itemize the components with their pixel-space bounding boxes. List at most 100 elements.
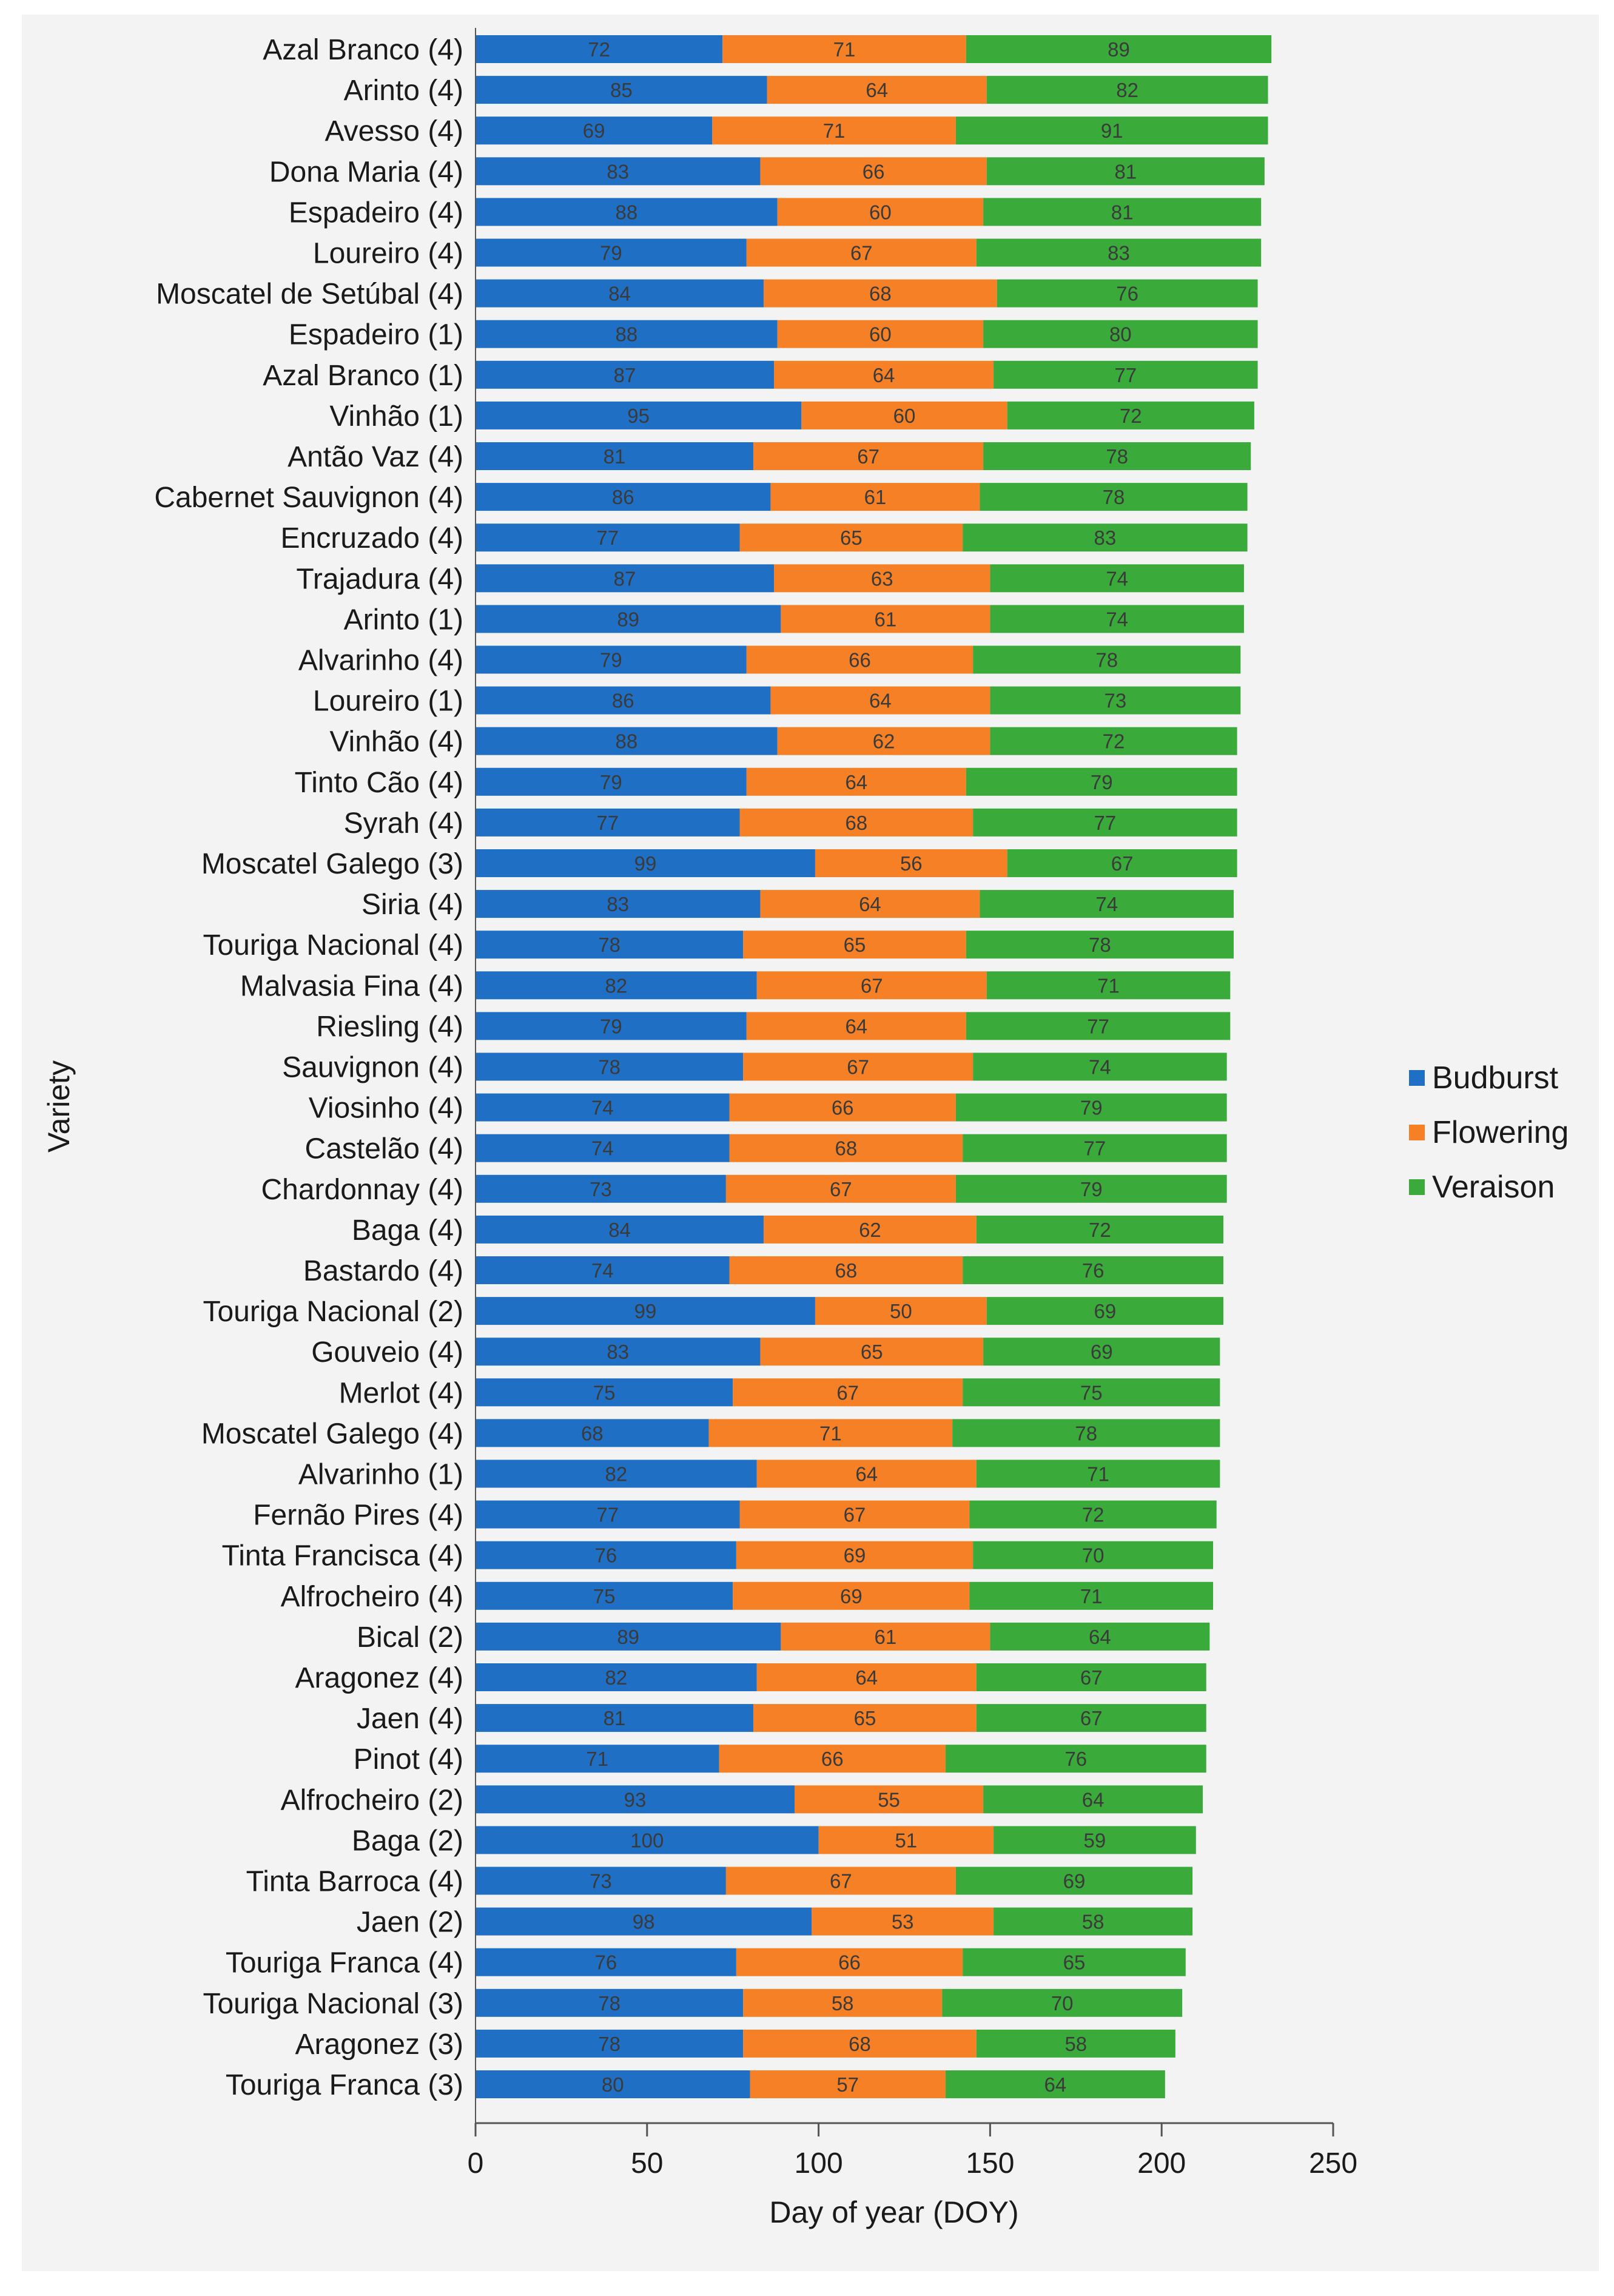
- category-label: Touriga Nacional (2): [203, 1296, 463, 1328]
- bar-segment-veraison: [973, 1052, 1227, 1081]
- data-label: 71: [833, 38, 856, 61]
- stacked-bar-chart: Variety Day of year (DOY) Azal Branco (4…: [42, 28, 1569, 2229]
- data-label: 74: [591, 1097, 614, 1119]
- bar-segment-flowering: [739, 808, 973, 837]
- bar-segment-veraison: [955, 116, 1268, 145]
- category-label: Vinhão (4): [329, 726, 463, 758]
- data-label: 58: [832, 1992, 854, 2015]
- data-label: 58: [1082, 1911, 1105, 1933]
- category-label: Touriga Nacional (4): [203, 929, 463, 961]
- bar-segment-veraison: [955, 1093, 1227, 1122]
- data-label: 71: [823, 120, 846, 142]
- data-label: 93: [624, 1788, 647, 1811]
- bar-segment-flowering: [722, 35, 966, 63]
- data-label: 83: [1094, 527, 1117, 549]
- bar-segment-budburst: [476, 1867, 726, 1895]
- data-label: 53: [892, 1911, 914, 1933]
- category-label: Trajadura (4): [296, 563, 463, 595]
- data-label: 64: [855, 1666, 878, 1689]
- data-label: 81: [604, 1707, 626, 1729]
- bar-segment-veraison: [976, 2029, 1175, 2058]
- bar-segment-budburst: [476, 1338, 761, 1366]
- category-label: Alvarinho (1): [298, 1459, 463, 1491]
- category-label: Moscatel Galego (4): [201, 1418, 463, 1450]
- bar-segment-flowering: [708, 1419, 953, 1447]
- data-label: 88: [616, 201, 638, 223]
- data-label: 83: [1108, 242, 1130, 264]
- bar-segment-flowering: [781, 605, 990, 633]
- data-label: 71: [586, 1748, 608, 1770]
- category-label: Gouveio (4): [311, 1336, 463, 1369]
- bar-segment-veraison: [994, 1826, 1196, 1854]
- data-label: 80: [1109, 323, 1132, 346]
- data-label: 91: [1101, 120, 1123, 142]
- bar-segment-budburst: [476, 1541, 736, 1569]
- bar-segment-flowering: [764, 1215, 977, 1244]
- data-label: 75: [1080, 1381, 1103, 1404]
- data-label: 75: [593, 1585, 616, 1608]
- data-label: 82: [605, 1666, 628, 1689]
- bar-segment-budburst: [476, 1052, 744, 1081]
- category-label: Siria (4): [361, 889, 463, 921]
- data-label: 64: [866, 79, 888, 101]
- x-tick-label: 150: [966, 2147, 1014, 2180]
- data-label: 86: [612, 690, 634, 712]
- category-label: Riesling (4): [316, 1011, 463, 1043]
- bar-segment-flowering: [712, 116, 956, 145]
- bar-segment-veraison: [945, 2070, 1165, 2098]
- data-label: 65: [1063, 1951, 1086, 1974]
- category-label: Moscatel Galego (3): [201, 848, 463, 880]
- bar-segment-veraison: [976, 1459, 1220, 1488]
- category-label: Alfrocheiro (4): [281, 1581, 463, 1613]
- data-label: 61: [875, 1626, 897, 1648]
- bar-segment-budburst: [476, 157, 761, 186]
- data-label: 86: [612, 486, 634, 508]
- data-label: 69: [840, 1585, 862, 1608]
- bar-segment-veraison: [986, 971, 1231, 1000]
- data-label: 73: [590, 1178, 612, 1200]
- data-label: 69: [1094, 1300, 1117, 1322]
- data-label: 83: [607, 1341, 629, 1363]
- x-axis-title: Day of year (DOY): [769, 2195, 1018, 2229]
- data-label: 66: [862, 160, 885, 183]
- bar-segment-veraison: [994, 360, 1258, 389]
- bar-segment-budburst: [476, 238, 747, 267]
- data-label: 73: [1104, 690, 1126, 712]
- bar-segment-flowering: [739, 524, 963, 552]
- data-label: 85: [610, 79, 633, 101]
- bar-segment-budburst: [476, 360, 775, 389]
- data-label: 74: [1106, 567, 1128, 590]
- data-label: 68: [845, 812, 867, 834]
- data-label: 72: [1120, 405, 1142, 427]
- data-label: 79: [1080, 1097, 1103, 1119]
- legend-label: Veraison: [1432, 1170, 1555, 1205]
- x-tick-label: 50: [631, 2147, 663, 2180]
- bar-segment-flowering: [719, 1745, 946, 1773]
- data-label: 77: [1094, 812, 1117, 834]
- data-label: 82: [1116, 79, 1138, 101]
- bar-segment-veraison: [973, 808, 1237, 837]
- bar-segment-flowering: [777, 320, 984, 348]
- bar-segment-budburst: [476, 1093, 730, 1122]
- bar-segment-budburst: [476, 524, 740, 552]
- data-label: 65: [840, 527, 862, 549]
- data-label: 62: [873, 730, 895, 753]
- data-label: 62: [859, 1219, 881, 1241]
- bar-segment-budburst: [476, 1663, 757, 1691]
- bar-segment-flowering: [725, 1867, 956, 1895]
- bar-segment-budburst: [476, 727, 778, 755]
- bar-segment-budburst: [476, 1622, 781, 1651]
- bar-segment-veraison: [990, 727, 1237, 755]
- data-label: 67: [1080, 1666, 1103, 1689]
- bar-segment-flowering: [743, 2029, 977, 2058]
- bar-segment-budburst: [476, 483, 771, 511]
- data-label: 64: [845, 1015, 867, 1037]
- data-label: 69: [1091, 1341, 1113, 1363]
- bar-segment-flowering: [818, 1826, 994, 1854]
- bar-segment-flowering: [815, 849, 1007, 877]
- bar-segment-veraison: [963, 1256, 1224, 1284]
- category-label: Aragonez (4): [295, 1662, 463, 1694]
- data-label: 70: [1082, 1544, 1105, 1567]
- category-label: Avesso (4): [324, 115, 463, 147]
- category-label: Cabernet Sauvignon (4): [154, 482, 463, 514]
